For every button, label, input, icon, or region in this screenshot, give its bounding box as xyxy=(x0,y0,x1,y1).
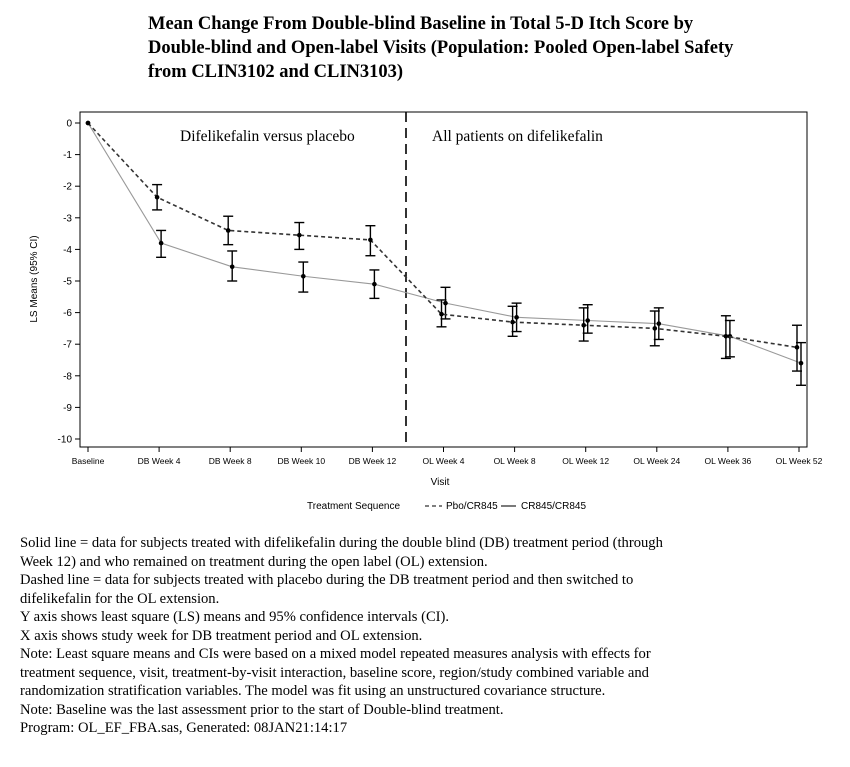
x-tick-label: DB Week 8 xyxy=(209,456,252,466)
x-tick-label: OL Week 52 xyxy=(776,456,823,466)
data-point xyxy=(656,321,662,326)
note-line: Program: OL_EF_FBA.sas, Generated: 08JAN… xyxy=(20,720,348,736)
y-tick-label: -3 xyxy=(63,213,72,224)
data-point xyxy=(510,319,515,325)
note-line: Y axis shows least square (LS) means and… xyxy=(20,609,450,625)
plot-frame xyxy=(79,111,808,448)
data-point xyxy=(798,360,804,366)
data-point xyxy=(581,322,586,328)
title-line: Double-blind and Open-label Visits (Popu… xyxy=(148,38,734,58)
title-line: Mean Change From Double-blind Baseline i… xyxy=(148,14,694,34)
note-line: randomization stratification variables. … xyxy=(20,683,606,699)
y-tick-label: -1 xyxy=(63,150,72,161)
region-label-db: Difelikefalin versus placebo xyxy=(180,128,355,145)
y-tick-label: -2 xyxy=(63,182,72,193)
series-layer xyxy=(85,120,806,386)
title-line: from CLIN3102 and CLIN3103) xyxy=(148,62,404,82)
x-tick-label: Baseline xyxy=(72,456,105,466)
note-line: Solid line = data for subjects treated w… xyxy=(20,535,663,551)
data-point xyxy=(439,311,444,317)
x-tick-label: DB Week 4 xyxy=(138,456,181,466)
footnotes: Solid line = data for subjects treated w… xyxy=(20,534,835,738)
y-tick-label: -6 xyxy=(63,308,72,319)
data-point xyxy=(652,326,658,331)
y-tick-label: -5 xyxy=(63,277,72,288)
note-line: Note: Baseline was the last assessment p… xyxy=(20,701,504,718)
series-pbo-cr845 xyxy=(85,120,802,372)
x-tick-label: OL Week 12 xyxy=(562,456,609,466)
y-tick-label: -4 xyxy=(63,245,72,256)
y-tick-label: -9 xyxy=(63,403,72,414)
data-point xyxy=(723,334,729,339)
data-point xyxy=(794,345,800,350)
data-point xyxy=(372,281,377,287)
y-tick-label: -8 xyxy=(63,371,72,382)
legend-label-cr845: CR845/CR845 xyxy=(521,501,586,512)
y-axis: 0 -1 -2 -3 -4 -5 -6 -7 -8 -9 -10 xyxy=(58,119,80,446)
legend: Treatment Sequence Pbo/CR845 CR845/CR845 xyxy=(307,501,586,512)
data-point xyxy=(585,318,590,323)
line-chart: 0 -1 -2 -3 -4 -5 -6 -7 -8 -9 -10 Baseline DB Week 4… xyxy=(29,111,823,512)
note-line: Dashed line = data for subjects treated … xyxy=(20,572,634,588)
x-tick-label: OL Week 36 xyxy=(705,456,752,466)
y-axis-label: LS Means (95% CI) xyxy=(29,235,40,322)
data-point xyxy=(158,240,164,246)
x-axis-label: Visit xyxy=(431,477,450,488)
data-point xyxy=(229,264,235,270)
note-line: treatment sequence, visit, treatment-by-… xyxy=(20,664,649,681)
data-point xyxy=(154,194,160,200)
data-point xyxy=(85,120,91,126)
data-point xyxy=(514,315,519,320)
data-point xyxy=(368,237,373,243)
legend-label-pbo: Pbo/CR845 xyxy=(446,501,498,512)
x-tick-label: OL Week 8 xyxy=(494,456,536,466)
note-line: Week 12) and who remained on treatment d… xyxy=(20,553,488,570)
series-cr845-cr845 xyxy=(85,120,806,386)
note-line: difelikefalin for the OL extension. xyxy=(20,590,220,607)
chart-title: Mean Change From Double-blind Baseline i… xyxy=(148,12,828,84)
note-line: Note: Least square means and CIs were ba… xyxy=(20,646,651,662)
x-tick-label: DB Week 12 xyxy=(349,456,397,466)
x-tick-label: DB Week 10 xyxy=(278,456,326,466)
x-tick-label: OL Week 4 xyxy=(422,456,464,466)
x-axis: Baseline DB Week 4 DB Week 8 DB Week 10 DB W… xyxy=(72,447,823,466)
y-tick-label: 0 xyxy=(66,119,72,130)
note-line: X axis shows study week for DB treatment… xyxy=(20,627,423,644)
data-point xyxy=(297,232,302,238)
legend-title: Treatment Sequence xyxy=(307,501,400,512)
y-tick-label: -10 xyxy=(58,435,73,446)
region-label-ol: All patients on difelikefalin xyxy=(432,128,603,145)
y-tick-label: -7 xyxy=(63,340,72,351)
x-tick-label: OL Week 24 xyxy=(633,456,680,466)
data-point xyxy=(443,300,448,306)
data-point xyxy=(225,228,231,233)
data-point xyxy=(301,273,306,279)
